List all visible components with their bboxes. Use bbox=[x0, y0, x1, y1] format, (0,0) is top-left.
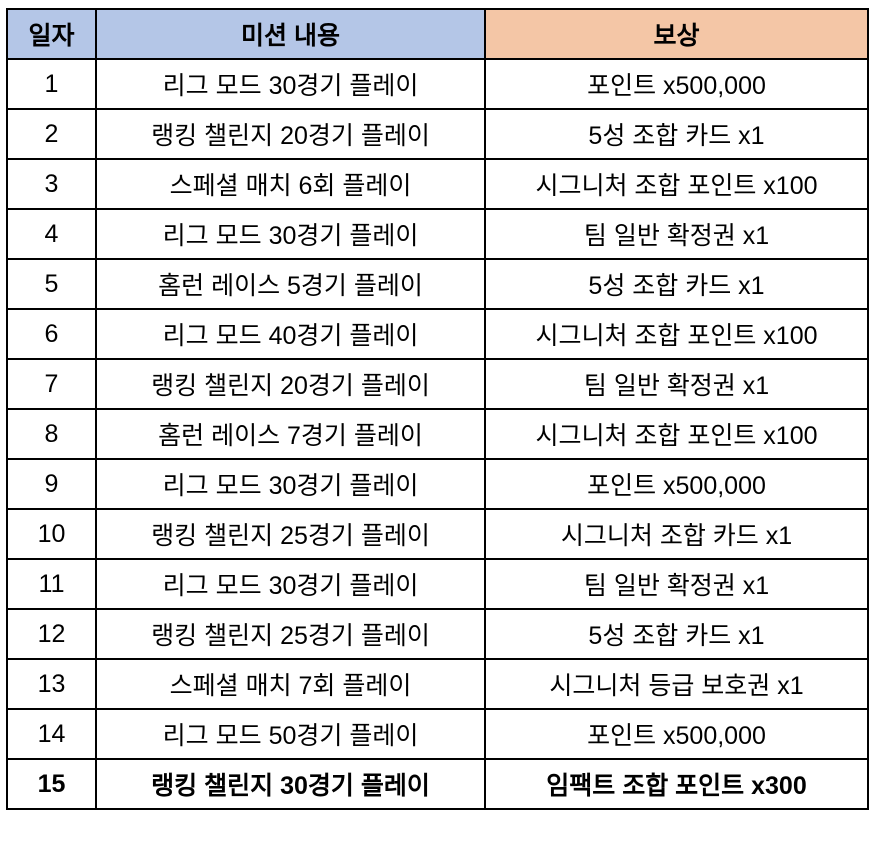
cell-reward: 시그니처 조합 카드 x1 bbox=[484, 508, 869, 560]
cell-day: 6 bbox=[6, 308, 97, 360]
cell-mission: 리그 모드 30경기 플레이 bbox=[95, 58, 486, 110]
table-row: 13 스페셜 매치 7회 플레이 시그니처 등급 보호권 x1 bbox=[6, 658, 869, 710]
cell-day: 15 bbox=[6, 758, 97, 810]
cell-mission: 리그 모드 30경기 플레이 bbox=[95, 558, 486, 610]
cell-day: 13 bbox=[6, 658, 97, 710]
cell-mission: 리그 모드 30경기 플레이 bbox=[95, 458, 486, 510]
cell-day: 12 bbox=[6, 608, 97, 660]
cell-day: 4 bbox=[6, 208, 97, 260]
cell-reward: 포인트 x500,000 bbox=[484, 458, 869, 510]
cell-reward: 시그니처 조합 포인트 x100 bbox=[484, 308, 869, 360]
cell-mission: 리그 모드 30경기 플레이 bbox=[95, 208, 486, 260]
cell-day: 3 bbox=[6, 158, 97, 210]
cell-day: 14 bbox=[6, 708, 97, 760]
table-row: 1 리그 모드 30경기 플레이 포인트 x500,000 bbox=[6, 58, 869, 110]
cell-day: 5 bbox=[6, 258, 97, 310]
cell-day: 9 bbox=[6, 458, 97, 510]
cell-reward: 포인트 x500,000 bbox=[484, 708, 869, 760]
table-row: 3 스페셜 매치 6회 플레이 시그니처 조합 포인트 x100 bbox=[6, 158, 869, 210]
table-row: 8 홈런 레이스 7경기 플레이 시그니처 조합 포인트 x100 bbox=[6, 408, 869, 460]
cell-reward: 시그니처 등급 보호권 x1 bbox=[484, 658, 869, 710]
cell-reward: 포인트 x500,000 bbox=[484, 58, 869, 110]
table-row: 9 리그 모드 30경기 플레이 포인트 x500,000 bbox=[6, 458, 869, 510]
cell-reward: 임팩트 조합 포인트 x300 bbox=[484, 758, 869, 810]
table-row: 11 리그 모드 30경기 플레이 팀 일반 확정권 x1 bbox=[6, 558, 869, 610]
cell-reward: 시그니처 조합 포인트 x100 bbox=[484, 158, 869, 210]
cell-day: 7 bbox=[6, 358, 97, 410]
table-row: 5 홈런 레이스 5경기 플레이 5성 조합 카드 x1 bbox=[6, 258, 869, 310]
mission-reward-table: 일자 미션 내용 보상 1 리그 모드 30경기 플레이 포인트 x500,000 2… bbox=[6, 8, 869, 810]
header-day: 일자 bbox=[6, 8, 97, 60]
cell-reward: 팀 일반 확정권 x1 bbox=[484, 558, 869, 610]
header-reward: 보상 bbox=[484, 8, 869, 60]
table-row: 15 랭킹 챌린지 30경기 플레이 임팩트 조합 포인트 x300 bbox=[6, 758, 869, 810]
table-row: 2 랭킹 챌린지 20경기 플레이 5성 조합 카드 x1 bbox=[6, 108, 869, 160]
table-row: 6 리그 모드 40경기 플레이 시그니처 조합 포인트 x100 bbox=[6, 308, 869, 360]
header-row: 일자 미션 내용 보상 bbox=[6, 8, 869, 60]
table-row: 12 랭킹 챌린지 25경기 플레이 5성 조합 카드 x1 bbox=[6, 608, 869, 660]
cell-day: 8 bbox=[6, 408, 97, 460]
cell-mission: 리그 모드 50경기 플레이 bbox=[95, 708, 486, 760]
cell-reward: 5성 조합 카드 x1 bbox=[484, 608, 869, 660]
cell-mission: 리그 모드 40경기 플레이 bbox=[95, 308, 486, 360]
cell-day: 10 bbox=[6, 508, 97, 560]
cell-mission: 랭킹 챌린지 25경기 플레이 bbox=[95, 608, 486, 660]
cell-mission: 홈런 레이스 5경기 플레이 bbox=[95, 258, 486, 310]
cell-day: 11 bbox=[6, 558, 97, 610]
cell-mission: 랭킹 챌린지 20경기 플레이 bbox=[95, 108, 486, 160]
cell-reward: 팀 일반 확정권 x1 bbox=[484, 358, 869, 410]
cell-reward: 5성 조합 카드 x1 bbox=[484, 258, 869, 310]
table-row: 4 리그 모드 30경기 플레이 팀 일반 확정권 x1 bbox=[6, 208, 869, 260]
cell-day: 1 bbox=[6, 58, 97, 110]
table-row: 14 리그 모드 50경기 플레이 포인트 x500,000 bbox=[6, 708, 869, 760]
cell-reward: 시그니처 조합 포인트 x100 bbox=[484, 408, 869, 460]
header-mission: 미션 내용 bbox=[95, 8, 486, 60]
cell-mission: 홈런 레이스 7경기 플레이 bbox=[95, 408, 486, 460]
table-row: 7 랭킹 챌린지 20경기 플레이 팀 일반 확정권 x1 bbox=[6, 358, 869, 410]
cell-reward: 5성 조합 카드 x1 bbox=[484, 108, 869, 160]
cell-reward: 팀 일반 확정권 x1 bbox=[484, 208, 869, 260]
cell-mission: 스페셜 매치 6회 플레이 bbox=[95, 158, 486, 210]
cell-mission: 랭킹 챌린지 30경기 플레이 bbox=[95, 758, 486, 810]
cell-day: 2 bbox=[6, 108, 97, 160]
cell-mission: 스페셜 매치 7회 플레이 bbox=[95, 658, 486, 710]
cell-mission: 랭킹 챌린지 25경기 플레이 bbox=[95, 508, 486, 560]
table-row: 10 랭킹 챌린지 25경기 플레이 시그니처 조합 카드 x1 bbox=[6, 508, 869, 560]
cell-mission: 랭킹 챌린지 20경기 플레이 bbox=[95, 358, 486, 410]
